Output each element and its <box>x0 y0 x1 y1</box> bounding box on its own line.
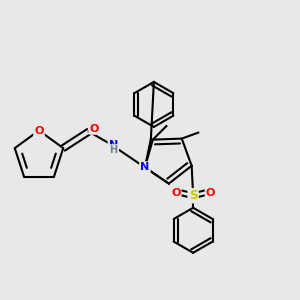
Text: O: O <box>89 124 99 134</box>
Text: S: S <box>189 189 198 202</box>
Text: N: N <box>109 140 118 150</box>
Text: O: O <box>34 125 44 136</box>
Text: N: N <box>140 162 149 172</box>
Text: O: O <box>171 188 180 198</box>
Text: O: O <box>206 188 215 198</box>
Text: H: H <box>109 145 117 155</box>
